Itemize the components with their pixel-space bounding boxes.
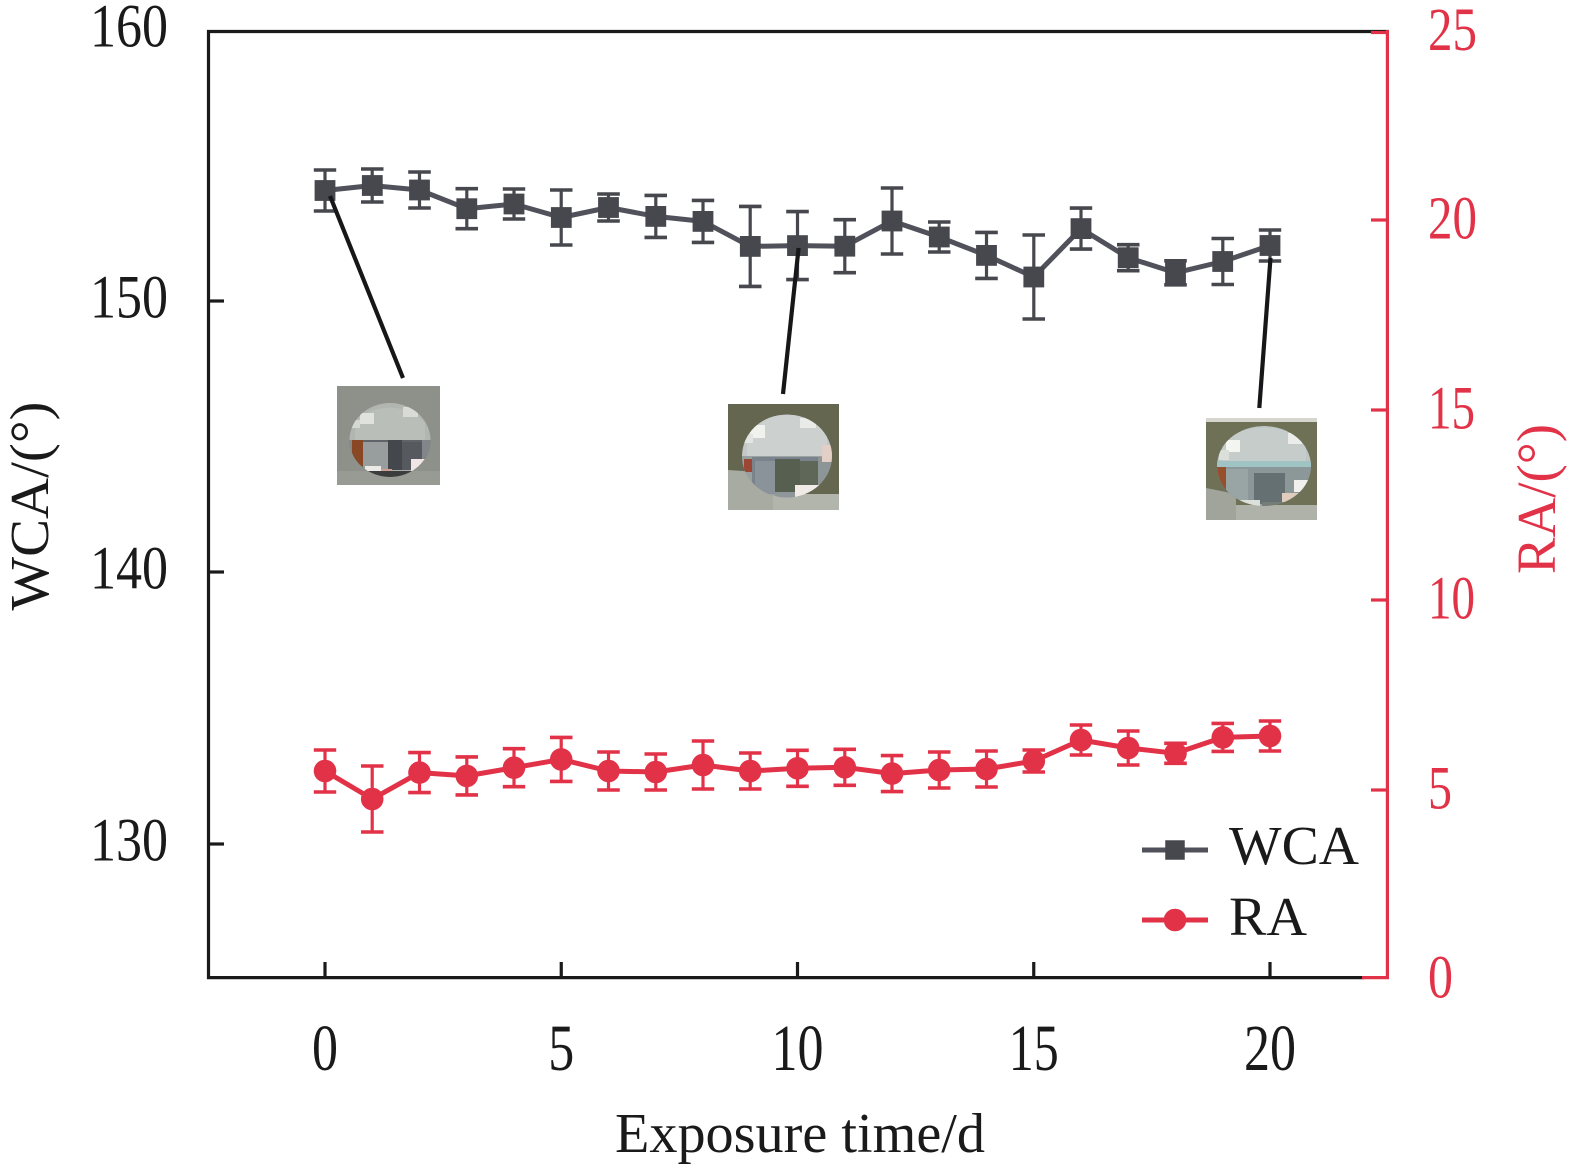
svg-text:10: 10 xyxy=(772,1012,824,1085)
svg-text:RA: RA xyxy=(1229,886,1307,947)
svg-text:5: 5 xyxy=(548,1012,574,1085)
svg-text:130: 130 xyxy=(90,808,168,875)
svg-text:RA/(°): RA/(°) xyxy=(1506,424,1567,574)
svg-text:0: 0 xyxy=(1428,945,1453,1012)
svg-text:20: 20 xyxy=(1428,186,1477,253)
svg-text:25: 25 xyxy=(1428,0,1477,64)
svg-text:20: 20 xyxy=(1244,1012,1296,1085)
svg-text:140: 140 xyxy=(90,536,168,603)
svg-text:Exposure time/d: Exposure time/d xyxy=(615,1103,985,1165)
svg-text:WCA/(°): WCA/(°) xyxy=(0,402,60,611)
svg-text:10: 10 xyxy=(1428,566,1475,633)
svg-text:15: 15 xyxy=(1428,376,1475,443)
svg-text:160: 160 xyxy=(90,0,168,61)
svg-text:WCA: WCA xyxy=(1229,815,1359,876)
svg-text:5: 5 xyxy=(1428,756,1452,823)
svg-text:15: 15 xyxy=(1009,1012,1059,1085)
svg-text:150: 150 xyxy=(90,265,168,332)
svg-text:0: 0 xyxy=(312,1012,338,1085)
